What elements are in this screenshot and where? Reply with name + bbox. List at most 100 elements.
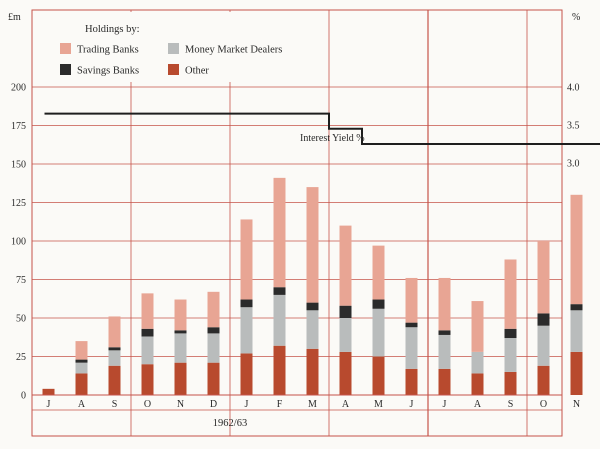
month-label: J [443, 399, 447, 410]
bar-other [405, 368, 418, 395]
legend-swatch-trading [60, 43, 71, 54]
bar-other [504, 371, 517, 395]
bar-savings [306, 302, 319, 311]
legend-label-trading: Trading Banks [77, 45, 139, 56]
bar-trading [405, 277, 418, 323]
left-tick-label: 150 [11, 160, 26, 171]
month-label: A [342, 399, 350, 410]
left-tick-label: 75 [16, 275, 26, 286]
bar-money_market [75, 362, 88, 374]
bar-savings [438, 330, 451, 335]
left-axis-unit: £m [8, 12, 21, 23]
month-label: S [508, 399, 514, 410]
bar-money_market [339, 318, 352, 352]
axes: £m 0 25 50 75 100 125 150 175 200% 3.0 3.5 4.0 J A S O N D… [8, 12, 580, 429]
bar-savings [108, 347, 121, 351]
month-label: M [308, 399, 317, 410]
bar-trading [339, 225, 352, 306]
month-label: O [144, 399, 151, 410]
legend-title: Holdings by: [85, 24, 140, 35]
bar-other [141, 364, 154, 395]
bar-other [438, 368, 451, 395]
bar-other [537, 365, 550, 395]
month-label: A [78, 399, 86, 410]
bar-savings [207, 327, 220, 334]
right-tick-label: 3.0 [567, 159, 580, 170]
bar-savings [570, 304, 583, 311]
month-label: A [474, 399, 482, 410]
left-tick-label: 175 [11, 121, 26, 132]
plot-frame [31, 9, 563, 437]
bar-savings [273, 287, 286, 295]
bar-other [174, 362, 187, 395]
bar-savings [240, 299, 253, 308]
bar-money_market [273, 294, 286, 346]
left-tick-label: 50 [16, 314, 26, 325]
bar-savings [405, 322, 418, 328]
bar-savings [141, 328, 154, 337]
bar-money_market [504, 338, 517, 372]
bar-money_market [471, 351, 484, 374]
bar-money_market [372, 308, 385, 357]
legend-swatch-other [168, 64, 179, 75]
left-tick-label: 125 [11, 198, 26, 209]
bar-trading [207, 291, 220, 328]
bar-money_market [405, 327, 418, 369]
bar-savings [537, 313, 550, 326]
bar-trading [372, 245, 385, 300]
bar-money_market [207, 333, 220, 363]
bar-other [207, 362, 220, 395]
bar-trading [141, 293, 154, 329]
bar-savings [174, 330, 187, 334]
bar-savings [339, 305, 352, 318]
legend-label-money_market: Money Market Dealers [185, 45, 282, 56]
bar-trading [537, 241, 550, 314]
bar-other [339, 351, 352, 395]
bar-money_market [141, 336, 154, 365]
bar-other [240, 353, 253, 395]
bar-trading [504, 259, 517, 329]
month-label: S [112, 399, 118, 410]
bar-other [42, 388, 55, 395]
bar-money_market [438, 334, 451, 369]
interest-yield-line [44, 112, 600, 145]
legend-label-savings: Savings Banks [77, 66, 139, 77]
month-label: J [47, 399, 51, 410]
left-tick-label: 0 [21, 391, 26, 402]
bar-trading [306, 187, 319, 303]
left-tick-label: 200 [11, 83, 26, 94]
bar-trading [75, 341, 88, 360]
legend: Holdings by: Trading Banks Money Market De… [50, 12, 290, 82]
month-label: M [374, 399, 383, 410]
bar-savings [372, 299, 385, 309]
bar-trading [471, 301, 484, 352]
bar-money_market [174, 333, 187, 363]
right-axis-unit: % [572, 12, 580, 23]
bar-other [273, 345, 286, 395]
bar-other [471, 373, 484, 395]
month-label: J [410, 399, 414, 410]
legend-swatch-savings [60, 64, 71, 75]
bar-money_market [537, 325, 550, 366]
bar-money_market [306, 310, 319, 349]
bar-trading [273, 177, 286, 288]
bars [42, 177, 583, 395]
month-label: N [177, 399, 184, 410]
bar-money_market [240, 307, 253, 354]
bar-money_market [570, 310, 583, 352]
bar-other [306, 348, 319, 395]
interest-yield-line-group: Interest Yield % [44, 112, 600, 145]
month-label: J [245, 399, 249, 410]
legend-label-other: Other [185, 66, 209, 77]
bar-savings [504, 328, 517, 339]
bar-savings [75, 359, 88, 363]
legend-swatch-money_market [168, 43, 179, 54]
bar-money_market [108, 350, 121, 366]
month-label: N [573, 399, 580, 410]
bar-other [372, 356, 385, 395]
bar-trading [108, 316, 121, 348]
bar-other [570, 351, 583, 395]
period-label: 1962/63 [213, 418, 247, 429]
bar-other [75, 373, 88, 395]
bar-trading [438, 277, 451, 331]
